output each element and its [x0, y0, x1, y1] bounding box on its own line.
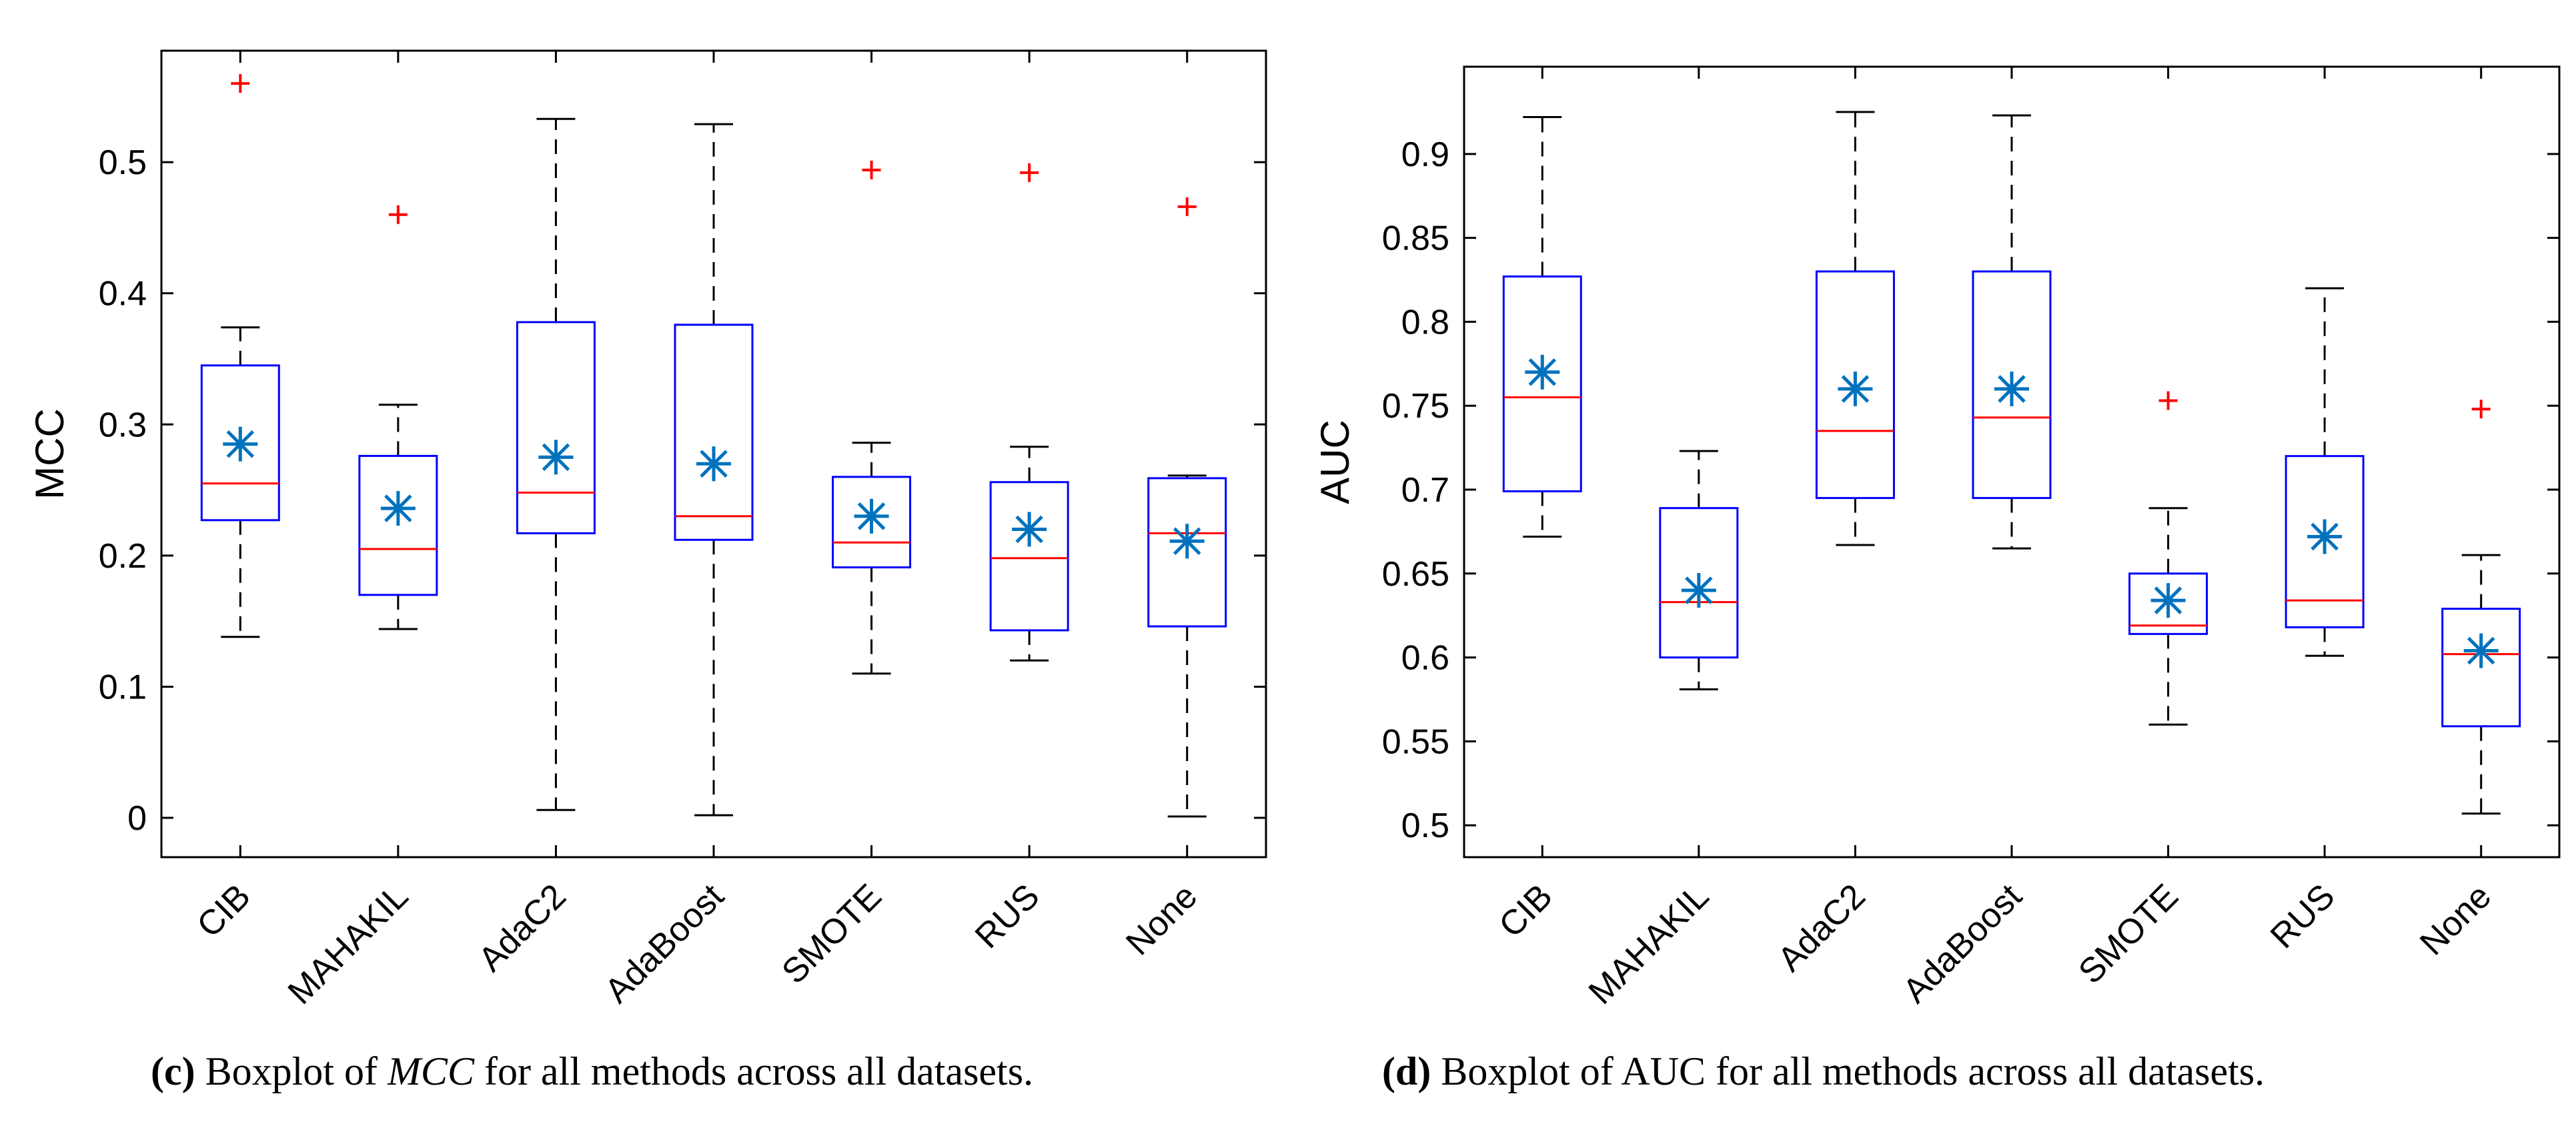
- iqr-box: [1147, 477, 1227, 628]
- mean-marker: [696, 446, 731, 482]
- caption-c-metric: MCC: [387, 1049, 474, 1093]
- x-tick-label: SMOTE: [774, 877, 889, 991]
- y-tick-label: 0.9: [1401, 135, 1449, 174]
- y-tick-label: 0: [127, 799, 147, 838]
- panel-d: 0.5 0.55 0.6 0.65 0.7 0.75 0.8 0.85 0.9 AUC CIB MAH…: [1313, 65, 2561, 1012]
- y-axis-label: MCC: [27, 408, 72, 500]
- mean-marker: [538, 440, 574, 475]
- outlier-marker: [388, 205, 408, 224]
- box-cib: [200, 74, 280, 638]
- box-none: [1147, 197, 1227, 818]
- x-tick-label: AdaC2: [1770, 877, 1872, 979]
- box-rus: [2285, 287, 2365, 657]
- y-tick-label: 0.7: [1401, 471, 1449, 510]
- x-tick-label: AdaC2: [471, 877, 573, 979]
- iqr-box: [989, 481, 1069, 632]
- mean-marker: [2463, 633, 2499, 668]
- y-tick-label: 0.4: [99, 275, 147, 314]
- box-cib: [1502, 115, 1582, 538]
- x-tick-label: AdaBoost: [1896, 877, 2030, 1011]
- mean-marker: [1169, 524, 1205, 559]
- y-tick-label: 0.65: [1382, 555, 1449, 594]
- caption-d-pre: Boxplot of: [1441, 1049, 1622, 1093]
- box-smote: [2128, 391, 2208, 726]
- x-tick-label: CIB: [189, 877, 257, 945]
- iqr-box: [1659, 507, 1739, 659]
- x-tick-label: None: [2413, 877, 2499, 963]
- box-adaboost: [1972, 114, 2052, 550]
- x-tick-label: SMOTE: [2071, 877, 2186, 991]
- iqr-box: [200, 364, 280, 522]
- mean-marker: [1525, 354, 1560, 390]
- mean-marker: [380, 491, 416, 526]
- x-tick-label: AdaBoost: [598, 877, 732, 1011]
- mean-marker: [2307, 519, 2343, 554]
- y-tick-label: 0.5: [99, 143, 147, 182]
- x-tick-label: MAHAKIL: [281, 877, 416, 1011]
- x-tick-label: None: [1119, 877, 1205, 963]
- caption-d-post: for all methods across all datasets.: [1706, 1049, 2265, 1093]
- x-tick-label: CIB: [1491, 877, 1559, 945]
- outlier-marker: [231, 74, 250, 93]
- box-mahakil: [1659, 450, 1739, 690]
- mean-marker: [2150, 583, 2186, 618]
- box-smote: [832, 160, 912, 675]
- box-adaboost: [674, 123, 754, 816]
- y-tick-label: 0.8: [1401, 303, 1449, 342]
- mean-marker: [1994, 372, 2029, 407]
- outlier-marker: [1020, 163, 1039, 182]
- iqr-box: [1502, 275, 1582, 493]
- mean-marker: [854, 498, 889, 534]
- caption-c-label: (c): [151, 1049, 195, 1093]
- box-rus: [989, 163, 1069, 662]
- y-tick-label: 0.75: [1382, 387, 1449, 426]
- outlier-marker: [1177, 197, 1197, 216]
- y-tick-label: 0.3: [99, 406, 147, 444]
- iqr-box: [516, 321, 596, 534]
- iqr-box: [1815, 270, 1895, 500]
- iqr-box: [2285, 455, 2365, 628]
- iqr-box: [832, 476, 912, 569]
- box-mahakil: [358, 205, 438, 630]
- iqr-box: [1972, 270, 2052, 500]
- iqr-box: [674, 324, 754, 541]
- iqr-box: [358, 454, 438, 596]
- caption-c-post: for all methods across all datasets.: [474, 1049, 1034, 1093]
- outlier-marker: [862, 160, 881, 179]
- y-tick-label: 0.1: [99, 668, 147, 706]
- caption-d-label: (d): [1382, 1049, 1431, 1093]
- y-axis-label: AUC: [1313, 420, 1357, 504]
- box-adac2: [516, 117, 596, 811]
- mean-marker: [1838, 372, 1873, 407]
- iqr-box: [2441, 608, 2521, 728]
- outlier-marker: [2471, 400, 2491, 419]
- panel-c: 0 0.1 0.2 0.3 0.4 0.5 MCC CIB MAHAKIL AdaC2 AdaBoo…: [27, 49, 1267, 1012]
- x-tick-label: RUS: [968, 877, 1047, 956]
- x-tick-label: RUS: [2263, 877, 2343, 956]
- mean-marker: [223, 426, 258, 462]
- mean-marker: [1012, 512, 1047, 547]
- box-adac2: [1815, 111, 1895, 546]
- caption-c: (c) Boxplot of MCC for all methods acros…: [151, 1049, 1033, 1095]
- iqr-box: [2128, 572, 2208, 635]
- caption-d-metric: AUC: [1621, 1049, 1706, 1093]
- caption-c-pre: Boxplot of: [205, 1049, 388, 1093]
- y-tick-label: 0.2: [99, 537, 147, 576]
- y-tick-label: 0.6: [1401, 639, 1449, 678]
- outlier-marker: [2158, 391, 2178, 410]
- x-tick-label: MAHAKIL: [1581, 877, 1716, 1011]
- y-tick-label: 0.85: [1382, 219, 1449, 258]
- box-none: [2441, 400, 2521, 815]
- y-tick-label: 0.55: [1382, 722, 1449, 761]
- mean-marker: [1681, 572, 1716, 608]
- y-tick-label: 0.5: [1401, 806, 1449, 845]
- caption-d: (d) Boxplot of AUC for all methods acros…: [1382, 1049, 2265, 1095]
